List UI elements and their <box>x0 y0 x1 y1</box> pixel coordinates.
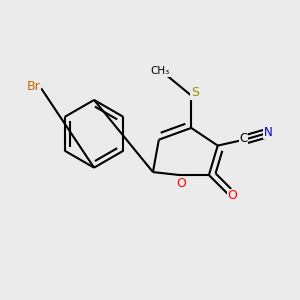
Text: Br: Br <box>27 80 40 93</box>
Text: O: O <box>176 177 186 190</box>
Text: C: C <box>239 132 248 145</box>
Text: N: N <box>263 126 272 139</box>
Text: O: O <box>227 189 237 202</box>
Text: CH₃: CH₃ <box>151 66 170 76</box>
Text: S: S <box>191 86 199 99</box>
